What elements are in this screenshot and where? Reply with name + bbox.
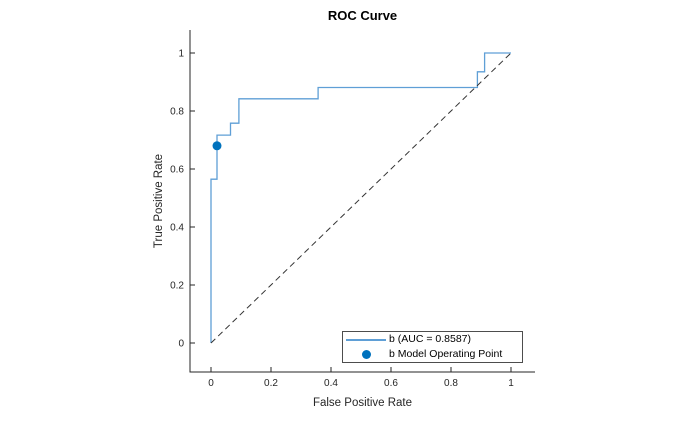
operating-point-marker (212, 141, 222, 151)
axis-lines (189, 30, 535, 373)
y-tick-label: 0.4 (170, 223, 184, 234)
legend-label-auc: b (AUC = 0.8587) (389, 333, 472, 345)
x-tick-label: 0.2 (264, 378, 278, 389)
legend-label-operating-point: b Model Operating Point (389, 348, 503, 360)
legend-row-roc-curve: b (AUC = 0.8587) (343, 332, 522, 347)
x-axis-label: False Positive Rate (312, 397, 413, 409)
x-tick-label: 0.8 (444, 378, 458, 389)
roc-curve-line (210, 52, 511, 343)
x-tick-label: 0.4 (324, 378, 338, 389)
y-tick-label: 0 (178, 339, 184, 350)
x-tick-label: 0.6 (384, 378, 398, 389)
y-tick-label: 0.8 (170, 107, 184, 118)
legend-line-sample (343, 338, 389, 341)
legend-row-operating-point: b Model Operating Point (343, 347, 522, 362)
chart-title: ROC Curve (327, 8, 398, 23)
legend: b (AUC = 0.8587) b Model Operating Point (342, 331, 523, 363)
reference-diagonal-line (210, 52, 512, 344)
roc-line-icon (346, 338, 386, 341)
legend-marker-sample (343, 350, 389, 359)
y-tick-label: 1 (178, 49, 184, 60)
y-tick-label: 0.2 (170, 281, 184, 292)
operating-point-icon (361, 350, 371, 359)
x-tick-label: 1 (508, 378, 514, 389)
x-tick-label: 0 (208, 378, 214, 389)
y-tick-label: 0.6 (170, 165, 184, 176)
